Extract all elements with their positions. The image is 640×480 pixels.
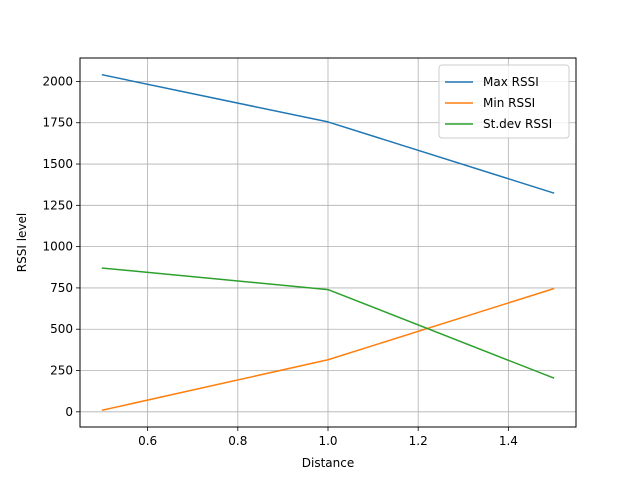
y-tick-label: 1000 [42,240,73,254]
y-axis-label: RSSI level [15,213,29,272]
legend: Max RSSI Min RSSI St.dev RSSI [438,64,570,139]
legend-label-2: St.dev RSSI [483,117,552,131]
x-axis-ticks: 0.6 0.8 1.0 1.2 1.4 [138,427,518,448]
y-tick-label: 1500 [42,157,73,171]
y-tick-label: 2000 [42,74,73,88]
legend-box [438,64,570,139]
grid [80,58,576,427]
y-tick-label: 750 [50,281,73,295]
legend-label-1: Min RSSI [483,96,535,110]
x-axis-label: Distance [302,456,354,470]
series-line-1 [101,287,555,412]
y-tick-label: 1250 [42,198,73,212]
x-tick-label: 1.4 [499,434,518,448]
legend-label-0: Max RSSI [483,75,539,89]
series-line-2 [101,267,555,379]
y-tick-label: 1750 [42,116,73,130]
x-tick-label: 1.0 [318,434,337,448]
x-tick-label: 0.6 [138,434,157,448]
y-axis-ticks: 0 250 500 750 1000 1250 1500 1750 2000 [42,74,80,419]
series-line-0 [101,73,555,194]
y-tick-label: 0 [65,405,73,419]
x-tick-label: 1.2 [409,434,428,448]
y-tick-label: 500 [50,322,73,336]
y-tick-label: 250 [50,364,73,378]
series-lines [101,73,555,412]
x-tick-label: 0.8 [228,434,247,448]
